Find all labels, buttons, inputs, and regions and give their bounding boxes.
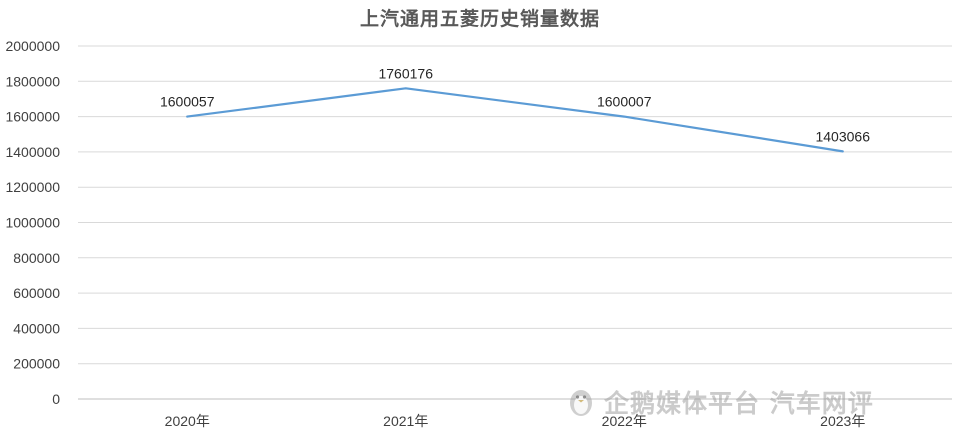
series-group	[186, 87, 844, 153]
y-tick-label: 1000000	[5, 215, 60, 231]
x-tick-label: 2022年	[602, 413, 647, 429]
y-tick-label: 1400000	[5, 144, 60, 160]
penguin-icon	[570, 390, 592, 416]
data-label: 1403066	[815, 128, 870, 144]
data-label: 1760176	[378, 65, 433, 81]
data-labels: 1600057 1760176 1600007 1403066	[160, 65, 870, 144]
y-axis-ticks: 0 200000 400000 600000 800000 1000000 1200000 1…	[5, 38, 60, 407]
gridlines	[78, 45, 952, 400]
x-tick-label: 2021年	[383, 413, 428, 429]
data-label: 1600007	[597, 94, 652, 110]
y-tick-label: 2000000	[5, 38, 60, 54]
x-tick-label: 2023年	[820, 413, 865, 429]
y-tick-label: 1600000	[5, 109, 60, 125]
y-tick-label: 600000	[13, 285, 60, 301]
x-axis-ticks: 2020年 2021年 2022年 2023年	[165, 413, 866, 429]
watermark: 企鹅媒体平台 汽车网评	[566, 384, 874, 420]
chart-title: 上汽通用五菱历史销量数据	[359, 8, 600, 30]
y-tick-label: 400000	[13, 320, 60, 336]
data-label: 1600057	[160, 94, 215, 110]
x-tick-label: 2020年	[165, 413, 210, 429]
y-tick-label: 200000	[13, 356, 60, 372]
series-line	[186, 87, 844, 153]
y-tick-label: 1800000	[5, 73, 60, 89]
y-tick-label: 0	[52, 391, 60, 407]
y-tick-label: 800000	[13, 250, 60, 266]
y-tick-label: 1200000	[5, 179, 60, 195]
watermark-text: 企鹅媒体平台 汽车网评	[604, 389, 874, 418]
